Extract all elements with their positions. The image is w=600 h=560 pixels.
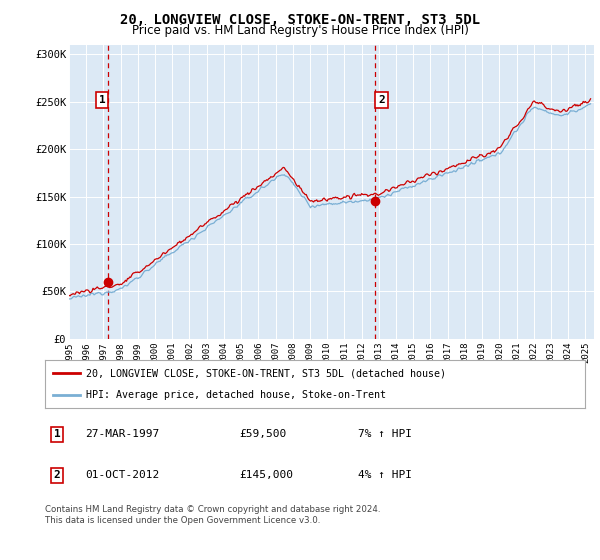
Text: Contains HM Land Registry data © Crown copyright and database right 2024.
This d: Contains HM Land Registry data © Crown c… [45,505,380,525]
Text: HPI: Average price, detached house, Stoke-on-Trent: HPI: Average price, detached house, Stok… [86,390,386,400]
Text: Price paid vs. HM Land Registry's House Price Index (HPI): Price paid vs. HM Land Registry's House … [131,24,469,37]
Text: £145,000: £145,000 [239,470,293,480]
Text: 20, LONGVIEW CLOSE, STOKE-ON-TRENT, ST3 5DL (detached house): 20, LONGVIEW CLOSE, STOKE-ON-TRENT, ST3 … [86,368,445,379]
Text: 2: 2 [378,95,385,105]
Text: 1: 1 [99,95,106,105]
Text: 1: 1 [53,430,60,440]
Text: 7% ↑ HPI: 7% ↑ HPI [358,430,412,440]
Text: 01-OCT-2012: 01-OCT-2012 [86,470,160,480]
Text: 27-MAR-1997: 27-MAR-1997 [86,430,160,440]
Text: 4% ↑ HPI: 4% ↑ HPI [358,470,412,480]
Text: 2: 2 [53,470,60,480]
Text: 20, LONGVIEW CLOSE, STOKE-ON-TRENT, ST3 5DL: 20, LONGVIEW CLOSE, STOKE-ON-TRENT, ST3 … [120,13,480,27]
Text: £59,500: £59,500 [239,430,287,440]
